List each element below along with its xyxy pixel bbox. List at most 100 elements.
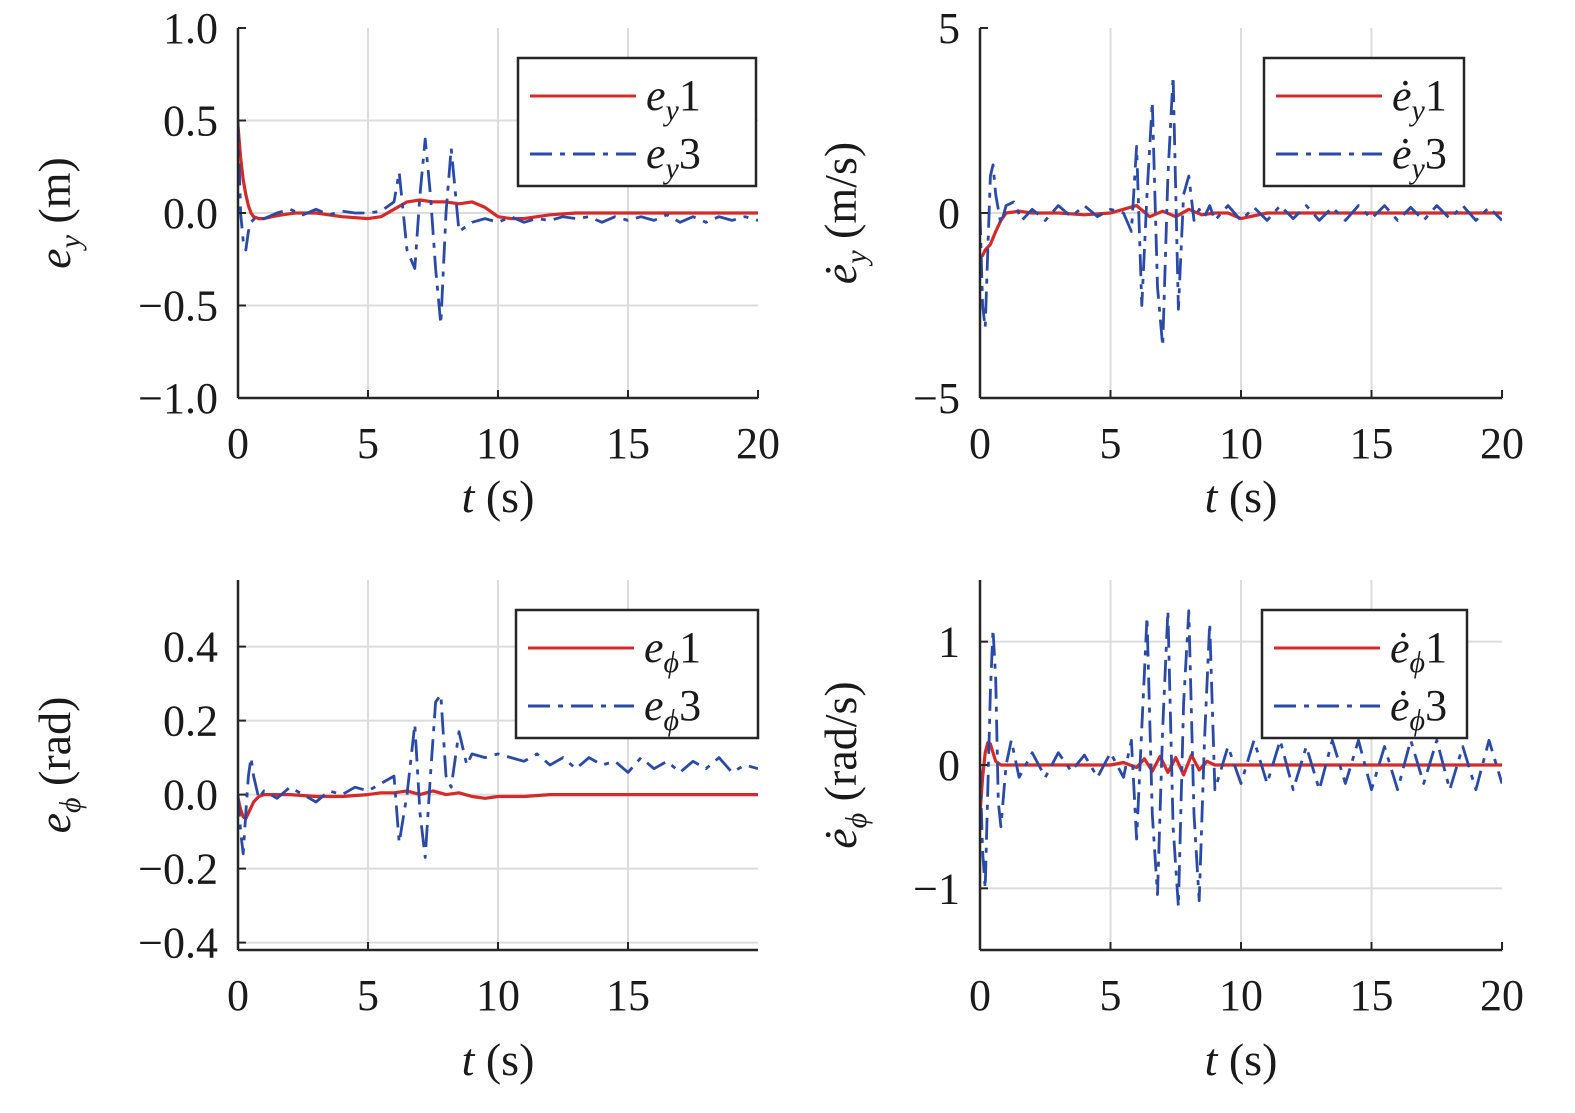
x-tick-label: 0 (969, 419, 991, 468)
legend-var-subscript: ϕ (1410, 646, 1426, 679)
y-tick-label: −1.0 (138, 374, 218, 423)
x-axis-unit: (s) (474, 1034, 534, 1085)
legend-suffix: 3 (679, 129, 701, 178)
x-tick-label: 10 (1219, 971, 1263, 1020)
y-tick-label: 1.0 (163, 4, 218, 53)
legend-var: ė (1390, 681, 1410, 730)
x-axis-label: t (s) (1205, 471, 1278, 522)
y-tick-label: −5 (913, 374, 960, 423)
x-tick-label: 15 (1350, 971, 1394, 1020)
series-line-1 (238, 125, 758, 221)
legend-var: ė (1390, 623, 1410, 672)
x-axis-unit: (s) (474, 471, 534, 522)
x-tick-label: 0 (969, 971, 991, 1020)
legend-label-1: ėϕ1 (1390, 623, 1447, 679)
legend-var-subscript: y (663, 94, 680, 127)
legend-var-subscript: y (663, 152, 680, 185)
y-tick-label: 5 (938, 4, 960, 53)
legend-var-subscript: y (1409, 94, 1426, 127)
legend-suffix: 1 (679, 71, 701, 120)
legend-box (514, 608, 760, 740)
legend-label-3: ėϕ3 (1390, 681, 1447, 737)
legend-label-1: ey1 (646, 71, 701, 127)
legend-label-3: ey3 (646, 129, 701, 185)
x-tick-label: 10 (476, 971, 520, 1020)
y-axis-var: ė (815, 828, 866, 848)
y-axis-var: e (29, 248, 80, 268)
y-tick-label: 0.4 (163, 623, 218, 672)
x-tick-label: 20 (1480, 971, 1524, 1020)
y-axis-unit: (rad) (29, 697, 80, 798)
y-tick-label: −0.4 (138, 919, 218, 968)
x-axis-var: t (462, 1034, 476, 1085)
x-tick-label: 15 (606, 419, 650, 468)
legend-label-1: ėy1 (1392, 71, 1447, 127)
y-axis-var-subscript: y (840, 250, 873, 267)
series-group (238, 693, 758, 859)
y-axis-var: ė (815, 264, 866, 284)
y-axis-label: ėϕ (rad/s) (815, 681, 873, 849)
y-tick-label: −0.5 (138, 282, 218, 331)
x-axis-var: t (1205, 471, 1219, 522)
y-tick-label: 0 (938, 741, 960, 790)
y-axis-label: eϕ (rad) (29, 697, 87, 834)
x-tick-label: 15 (606, 971, 650, 1020)
legend-suffix: 3 (1425, 681, 1447, 730)
legend-var: e (646, 71, 666, 120)
legend-var-subscript: ϕ (664, 704, 680, 737)
y-axis-var-subscript: ϕ (840, 813, 873, 829)
legend-label-3: ėy3 (1392, 129, 1447, 185)
legend-box (516, 56, 758, 188)
y-axis-var-subscript: y (54, 234, 87, 251)
y-tick-label: 0.0 (163, 771, 218, 820)
legend-box (1262, 56, 1466, 188)
legend-suffix: 3 (1425, 129, 1447, 178)
x-axis-var: t (1205, 1034, 1219, 1085)
legend-var: ė (1392, 129, 1412, 178)
x-axis-label: t (s) (1205, 1034, 1278, 1085)
x-tick-label: 5 (357, 971, 379, 1020)
legend-suffix: 1 (679, 623, 701, 672)
x-axis-unit: (s) (1217, 1034, 1277, 1085)
legend-var-subscript: ϕ (664, 646, 680, 679)
y-tick-label: −0.2 (138, 845, 218, 894)
y-axis-label: ėy (m/s) (815, 142, 873, 284)
legend-suffix: 1 (1425, 623, 1447, 672)
x-tick-label: 20 (736, 419, 780, 468)
series-line-3 (238, 120, 758, 326)
chart-panel-ey: 0 5 10 15 201.00.50.0−0.5−1.0t (s)ey (m)ey1e… (29, 4, 780, 522)
series-line-3 (238, 693, 758, 859)
y-axis-unit: (m/s) (815, 142, 866, 251)
series-group (980, 609, 1502, 909)
x-axis-var: t (462, 471, 476, 522)
y-tick-label: 1 (938, 618, 960, 667)
y-axis-var-subscript: ϕ (54, 797, 87, 813)
x-tick-label: 5 (1100, 971, 1122, 1020)
x-tick-label: 15 (1350, 419, 1394, 468)
y-axis-unit: (m) (29, 157, 80, 235)
x-tick-label: 10 (1219, 419, 1263, 468)
x-tick-label: 10 (476, 419, 520, 468)
x-tick-label: 5 (357, 419, 379, 468)
x-tick-label: 5 (1100, 419, 1122, 468)
y-axis-var: e (29, 813, 80, 833)
chart-panel-ephi: 0 5 10 150.40.20.0−0.2−0.4t (s)eϕ (rad)eϕ1e… (29, 580, 760, 1085)
y-axis-unit: (rad/s) (815, 681, 866, 813)
series-group (238, 120, 758, 326)
legend-label-1: eϕ1 (644, 623, 701, 679)
legend-var: e (644, 623, 664, 672)
legend-label-3: eϕ3 (644, 681, 701, 737)
series-group (980, 74, 1502, 348)
x-tick-label: 0 (227, 971, 249, 1020)
x-tick-label: 20 (1480, 419, 1524, 468)
series-line-3 (980, 609, 1502, 909)
y-tick-label: 0 (938, 189, 960, 238)
legend-suffix: 3 (679, 681, 701, 730)
